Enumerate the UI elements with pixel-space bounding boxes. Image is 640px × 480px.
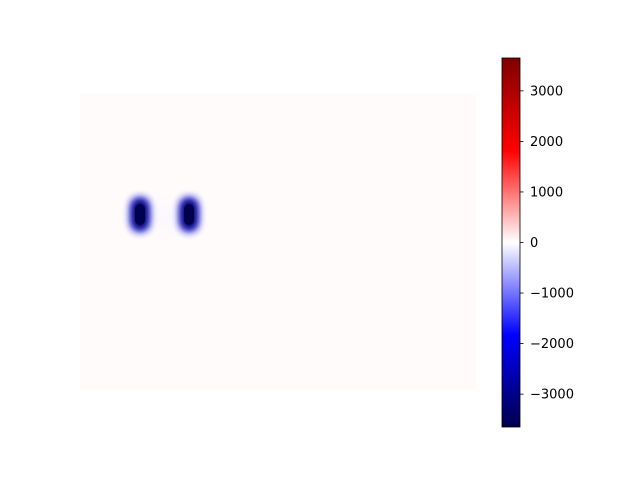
colorbar-tick-label: −1000 [530, 287, 574, 302]
heatmap-background [80, 93, 476, 390]
colorbar-tick-label: 3000 [530, 84, 563, 99]
colorbar-tick-label: −3000 [530, 388, 574, 403]
heatmap-features [130, 197, 199, 232]
heatmap-area [80, 93, 476, 390]
blob-right-core [184, 204, 194, 225]
colorbar-ticks: 3000 2000 1000 0 −1000 −2000 −3000 [520, 84, 574, 403]
colorbar-tick-label: 0 [530, 236, 538, 251]
colorbar: 3000 2000 1000 0 −1000 −2000 −3000 [501, 57, 574, 428]
colorbar-tick-label: 1000 [530, 185, 563, 200]
colorbar-tick-label: 2000 [530, 135, 563, 150]
colorbar-gradient [502, 58, 520, 427]
blob-left-core [135, 204, 145, 225]
blob-between-halo [147, 203, 181, 231]
colorbar-tick-label: −2000 [530, 337, 574, 352]
